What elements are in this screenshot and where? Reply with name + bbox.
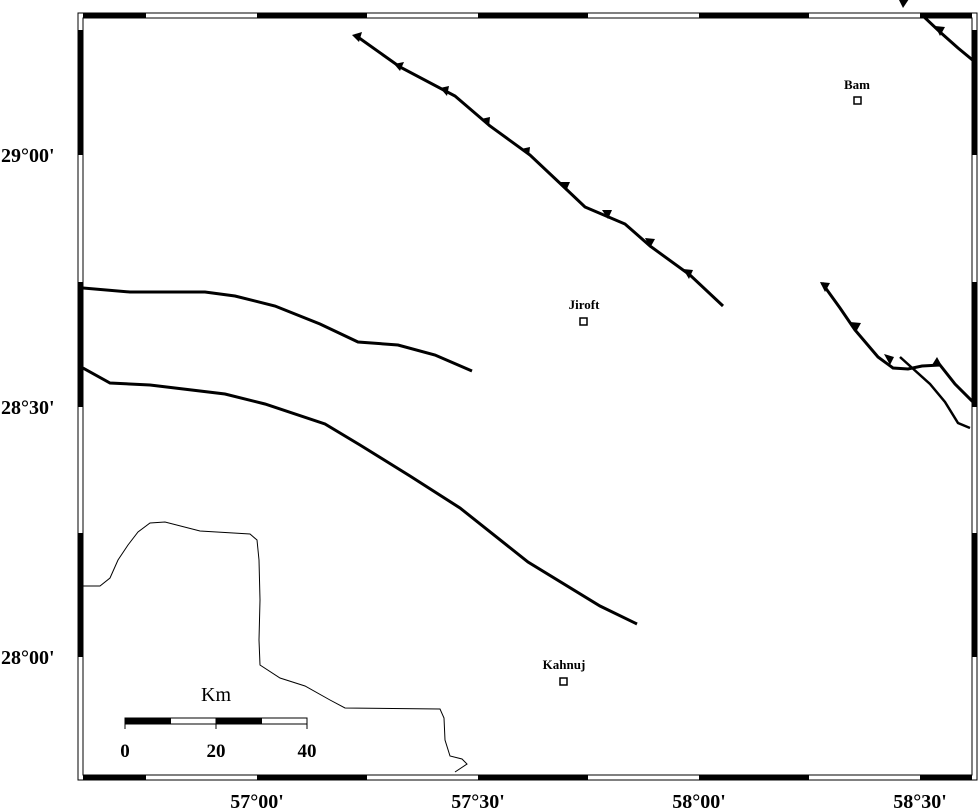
city-label-kahnuj: Kahnuj bbox=[543, 657, 586, 672]
fault-west-lower bbox=[83, 366, 638, 626]
y-tick-label: 28°00' bbox=[1, 647, 55, 669]
x-axis-labels: 57°00' 57°30' 58°00' 58°30' bbox=[230, 791, 947, 810]
city-jiroft: Jiroft bbox=[569, 297, 600, 326]
scale-bar-label: 20 bbox=[207, 741, 226, 762]
x-tick-label: 58°30' bbox=[893, 791, 947, 810]
y-tick-label: 28°30' bbox=[1, 397, 55, 419]
x-tick-label: 57°30' bbox=[451, 791, 505, 810]
scale-bar-title: Km bbox=[201, 684, 231, 706]
scale-bar-label: 40 bbox=[298, 741, 317, 762]
city-label-jiroft: Jiroft bbox=[569, 297, 600, 312]
y-axis-labels: 29°00' 28°30' 28°00' bbox=[1, 145, 55, 669]
thrust-fault-north bbox=[354, 33, 725, 308]
city-label-bam: Bam bbox=[844, 77, 870, 92]
x-tick-label: 58°00' bbox=[672, 791, 726, 810]
city-bam: Bam bbox=[844, 77, 870, 105]
fault-west-upper bbox=[83, 286, 473, 373]
scale-bar-label: 0 bbox=[120, 741, 130, 762]
thrust-teeth bbox=[352, 0, 945, 366]
y-tick-label: 29°00' bbox=[1, 145, 55, 167]
x-tick-label: 57°00' bbox=[230, 791, 284, 810]
city-kahnuj: Kahnuj bbox=[543, 657, 586, 686]
map-frame bbox=[77, 12, 978, 781]
fault-east-branch bbox=[899, 356, 971, 430]
scale-bar: Km 0 20 40 bbox=[120, 684, 316, 762]
thrust-fault-east bbox=[820, 282, 972, 404]
province-boundary bbox=[83, 521, 468, 773]
